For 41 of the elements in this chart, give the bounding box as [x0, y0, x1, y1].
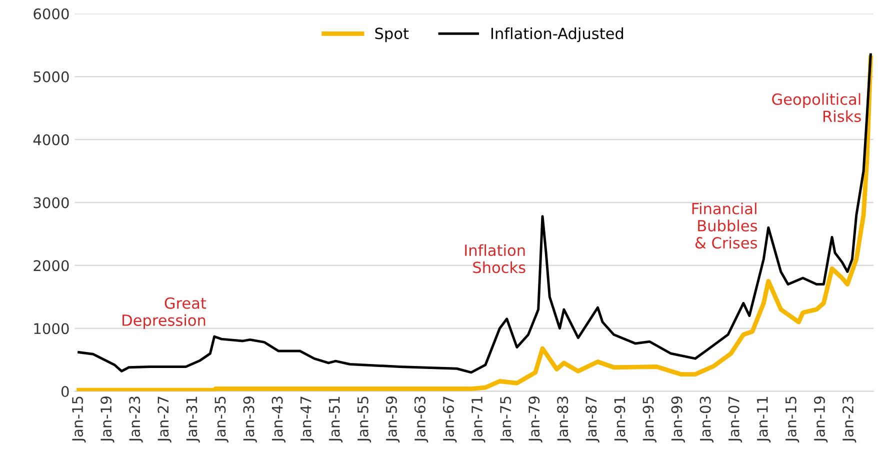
legend-label: Spot	[375, 28, 409, 42]
x-tick-label: Jan-75	[500, 396, 514, 443]
x-tick-label: Jan-15	[786, 396, 800, 443]
y-tick-label: 4000	[33, 134, 69, 146]
x-tick-label: Jan-95	[642, 396, 656, 443]
x-tick-label: Jan-55	[358, 396, 372, 443]
x-tick-label: Jan-99	[671, 396, 685, 443]
x-tick-label: Jan-31	[186, 396, 200, 443]
x-tick-label: Jan-43	[272, 396, 286, 443]
annotation: Inflation Shocks	[465, 244, 526, 274]
x-tick-label: Jan-83	[557, 396, 571, 443]
annotation: Great Depression	[122, 297, 206, 329]
y-tick-label: 3000	[34, 197, 69, 208]
y-tick-label: 6000	[34, 8, 69, 20]
x-tick-label: Jan-15	[72, 396, 86, 443]
x-tick-label: Jan-67	[442, 396, 457, 443]
x-tick-label: Jan-71	[472, 396, 486, 443]
y-tick-label: 2000	[34, 260, 69, 272]
y-tick-label: 0	[61, 386, 69, 398]
x-tick-label: Jan-51	[329, 396, 343, 443]
annotation: Financial Bubbles & Crises	[692, 202, 758, 249]
x-tick-label: Jan-35	[214, 396, 228, 443]
x-tick-label: Jan-27	[158, 396, 172, 443]
x-tick-label: Jan-91	[614, 396, 628, 443]
legend-label: Inflation-Adjusted	[491, 27, 624, 42]
x-tick-label: Jan-79	[528, 396, 542, 443]
x-tick-label: Jan-63	[414, 396, 428, 443]
x-tick-label: Jan-03	[700, 396, 714, 443]
x-tick-label: Jan-19	[100, 396, 114, 443]
x-tick-label: Jan-07	[728, 396, 742, 443]
x-tick-label: Jan-11	[757, 396, 771, 443]
y-tick-label: 5000	[34, 71, 69, 82]
x-tick-label: Jan-47	[300, 396, 314, 443]
x-tick-label: Jan-39	[243, 396, 257, 443]
x-tick-label: Jan-23	[129, 396, 143, 443]
x-tick-label: Jan-59	[386, 396, 400, 443]
x-tick-label: Jan-87	[586, 396, 600, 443]
y-tick-label: 1000	[34, 323, 69, 334]
annotation: Geopolitical Risks	[772, 93, 861, 122]
x-tick-label: Jan-23	[842, 396, 856, 443]
x-tick-label: Jan-19	[814, 396, 828, 443]
